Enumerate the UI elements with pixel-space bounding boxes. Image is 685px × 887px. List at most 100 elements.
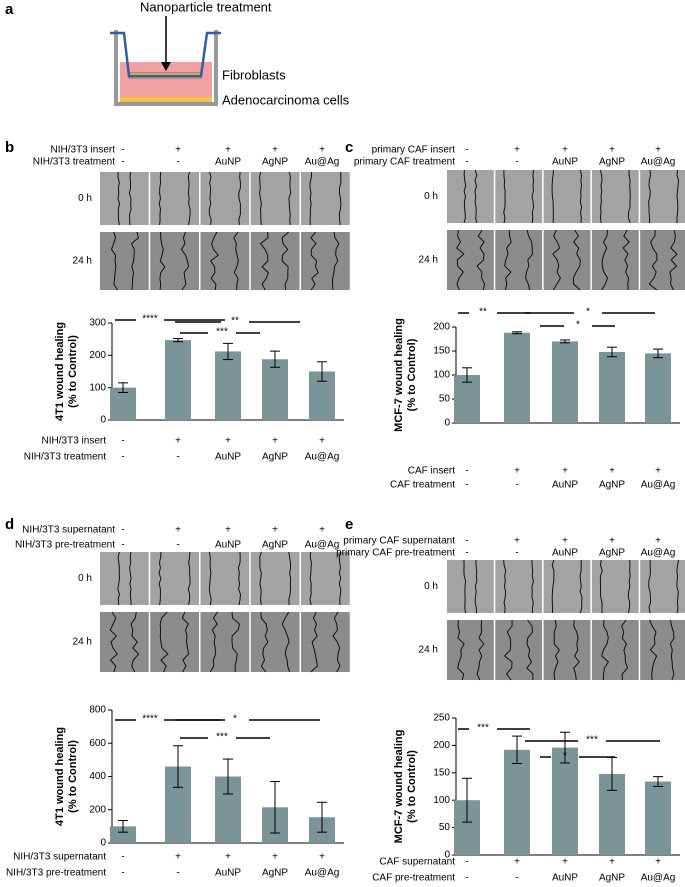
micrograph <box>447 230 494 290</box>
x-tick-label: + <box>655 857 661 868</box>
wound-edge <box>572 229 581 291</box>
y-tick-label: 0 <box>444 850 450 861</box>
row-value: - <box>515 157 518 168</box>
row-value: - <box>515 548 518 559</box>
diagram-label: Adenocarcinoma cells <box>222 92 350 107</box>
micrograph <box>447 620 494 680</box>
micrograph <box>495 620 543 680</box>
row-label: primary CAF supernatant <box>343 536 455 547</box>
x-tick-label: + <box>609 466 615 477</box>
insert <box>110 31 221 78</box>
micrograph <box>250 172 300 225</box>
cell-layer <box>120 97 212 103</box>
time-label: 0 h <box>424 191 438 202</box>
significance-label: ** <box>479 307 487 318</box>
significance-label: *** <box>216 732 228 743</box>
x-tick-label: + <box>175 852 181 863</box>
row-value: - <box>465 145 468 156</box>
wound-edge <box>474 560 478 614</box>
x-tick-label: - <box>515 873 518 884</box>
panel-label: e <box>345 516 353 533</box>
x-tick-label: + <box>319 436 325 447</box>
row-value: AuNP <box>552 157 578 168</box>
micrograph <box>100 172 149 225</box>
y-tick-label: 200 <box>433 740 450 751</box>
x-tick-label: AgNP <box>262 868 288 879</box>
micrograph <box>495 170 543 223</box>
wound-edge <box>579 169 583 224</box>
well-diagram <box>110 16 221 106</box>
x-tick-label: - <box>121 868 124 879</box>
y-axis-label-line: 4T1 wound healing <box>54 727 66 826</box>
x-tick-label: Au@Ag <box>305 868 340 879</box>
wound-edge <box>130 611 140 673</box>
diagram-label: Fibroblasts <box>222 67 286 82</box>
wound-edge <box>338 551 342 606</box>
wound-edge <box>463 559 467 614</box>
y-axis-label-line: (% to Control) <box>67 740 79 813</box>
y-axis-label: 4T1 wound healing(% to Control) <box>54 727 79 826</box>
wound-edge <box>601 619 610 681</box>
row-value: - <box>121 525 124 536</box>
row-value: + <box>175 145 181 156</box>
y-tick-label: 200 <box>433 322 450 333</box>
panel-label: b <box>5 139 14 156</box>
x-tick-label: AuNP <box>552 480 578 491</box>
x-tick-label: AgNP <box>262 452 288 463</box>
bar <box>504 332 530 423</box>
x-row-label: NIH/3T3 insert <box>42 436 107 447</box>
wound-edge <box>281 231 290 291</box>
x-tick-label: Au@Ag <box>305 452 340 463</box>
wound-edge <box>288 171 292 226</box>
x-tick-label: - <box>465 857 468 868</box>
micrograph <box>150 612 200 672</box>
row-value: AuNP <box>215 157 241 168</box>
x-tick-label: Au@Ag <box>641 873 676 884</box>
wound-edge <box>476 619 485 681</box>
micrograph <box>591 170 639 223</box>
y-tick-label: 0 <box>444 418 450 429</box>
wound-edge <box>526 619 534 681</box>
bar <box>504 749 530 855</box>
wound-edge <box>310 611 319 673</box>
micrograph <box>301 232 350 290</box>
x-tick-label: AgNP <box>599 873 625 884</box>
y-axis-label: 4T1 wound healing(% to Control) <box>54 322 79 421</box>
wound-edge <box>669 619 675 681</box>
wound-edge <box>309 171 313 226</box>
y-tick-label: 100 <box>89 382 106 393</box>
x-tick-label: AuNP <box>552 873 578 884</box>
row-value: + <box>272 525 278 536</box>
x-tick-label: + <box>655 466 661 477</box>
wound-edge <box>128 171 132 226</box>
x-tick-label: + <box>272 436 278 447</box>
y-tick-label: 250 <box>433 713 450 724</box>
micrograph <box>250 552 300 605</box>
wound-edge <box>158 171 162 226</box>
wound-edge <box>158 551 162 606</box>
wound-edge <box>181 611 190 673</box>
y-tick-label: 0 <box>100 838 106 849</box>
bar <box>454 375 480 423</box>
wound-edge <box>503 619 513 681</box>
wound-edge <box>525 229 534 291</box>
wound-edge <box>159 231 166 291</box>
wound-edge <box>622 229 630 291</box>
bar <box>552 341 578 423</box>
row-value: + <box>562 536 568 547</box>
row-value: + <box>272 145 278 156</box>
x-row-label: CAF supernatant <box>379 857 455 868</box>
wound-edge <box>503 170 506 224</box>
significance-label: * <box>563 751 567 762</box>
wound-edge <box>676 559 679 614</box>
bar <box>110 826 136 843</box>
bar <box>645 781 671 855</box>
row-value: - <box>176 157 179 168</box>
micrograph <box>495 230 543 290</box>
y-tick-label: 400 <box>89 771 106 782</box>
wound-edge <box>531 169 535 224</box>
significance-label: * <box>233 714 237 725</box>
row-value: AuNP <box>215 540 241 551</box>
wound-edge <box>187 551 191 606</box>
